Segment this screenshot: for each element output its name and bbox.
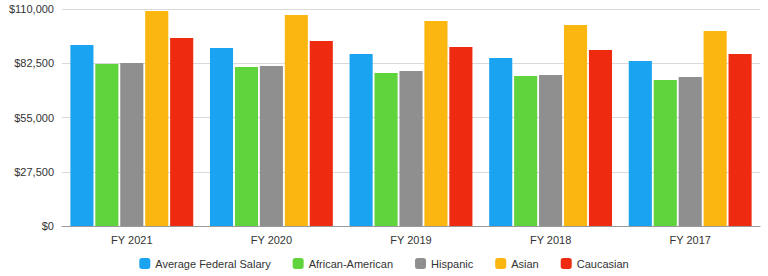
svg-text:Hispanic: Hispanic: [431, 258, 474, 270]
svg-text:$82,500: $82,500: [14, 57, 54, 69]
svg-text:African-American: African-American: [309, 258, 393, 270]
svg-text:FY 2017: FY 2017: [670, 234, 711, 246]
svg-text:FY 2020: FY 2020: [251, 234, 292, 246]
svg-text:$27,500: $27,500: [14, 166, 54, 178]
svg-text:$0: $0: [42, 220, 54, 232]
svg-text:FY 2021: FY 2021: [111, 234, 152, 246]
svg-text:FY 2019: FY 2019: [390, 234, 431, 246]
svg-text:$55,000: $55,000: [14, 112, 54, 124]
svg-text:Average Federal Salary: Average Federal Salary: [155, 258, 271, 270]
svg-text:Asian: Asian: [511, 258, 539, 270]
svg-text:$110,000: $110,000: [9, 3, 54, 15]
svg-text:FY 2018: FY 2018: [530, 234, 571, 246]
svg-text:Caucasian: Caucasian: [577, 258, 629, 270]
